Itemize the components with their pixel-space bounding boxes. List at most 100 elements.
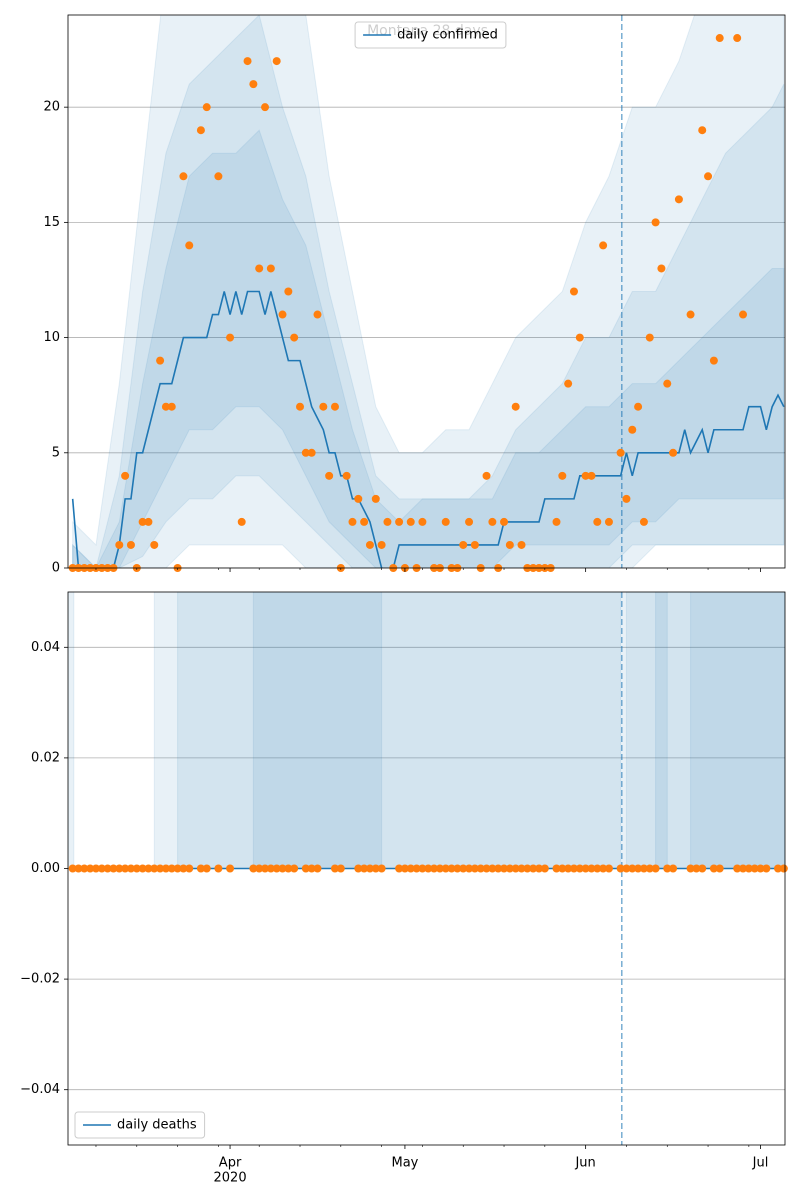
data-point (587, 471, 596, 480)
data-point (97, 864, 106, 873)
data-point (756, 864, 765, 873)
y-tick-label: 10 (43, 330, 60, 345)
data-point (266, 864, 275, 873)
data-point (249, 864, 258, 873)
data-point (535, 864, 544, 873)
data-point (482, 864, 491, 873)
data-point (704, 172, 713, 181)
data-point (91, 864, 100, 873)
data-point (132, 864, 141, 873)
data-point (674, 195, 683, 204)
data-point (243, 57, 252, 66)
data-point (604, 864, 613, 873)
data-point (185, 241, 194, 250)
data-point (459, 540, 468, 549)
data-point (360, 864, 369, 873)
y-tick-label: −0.02 (20, 972, 60, 987)
data-point (226, 333, 235, 342)
legend: daily confirmed (354, 21, 507, 49)
data-point (261, 864, 270, 873)
data-point (622, 864, 631, 873)
data-point (779, 864, 788, 873)
data-point (412, 864, 421, 873)
data-point (692, 864, 701, 873)
data-point (575, 864, 584, 873)
data-point (505, 864, 514, 873)
data-point (395, 517, 404, 526)
data-point (564, 864, 573, 873)
data-point (266, 264, 275, 273)
data-point (686, 310, 695, 319)
data-point (307, 448, 316, 457)
legend-label: daily deaths (117, 1118, 197, 1133)
data-point (319, 402, 328, 411)
data-point (68, 864, 77, 873)
data-point (739, 310, 748, 319)
data-point (639, 864, 648, 873)
x-tick-label: Jul (752, 1156, 769, 1171)
y-tick-label: −0.04 (20, 1082, 60, 1097)
data-point (435, 864, 444, 873)
data-point (138, 517, 147, 526)
data-point (552, 517, 561, 526)
data-point (173, 864, 182, 873)
data-point (540, 864, 549, 873)
data-point (494, 864, 503, 873)
confidence-band (72, 129, 785, 568)
data-point (628, 864, 637, 873)
data-point (645, 864, 654, 873)
data-point (290, 333, 299, 342)
data-point (278, 310, 287, 319)
data-point (587, 864, 596, 873)
data-point (354, 494, 363, 503)
data-point (569, 287, 578, 296)
data-point (651, 218, 660, 227)
data-point (255, 264, 264, 273)
data-point (377, 864, 386, 873)
data-point (698, 864, 707, 873)
data-point (226, 864, 235, 873)
data-point (284, 864, 293, 873)
data-point (371, 494, 380, 503)
data-point (470, 864, 479, 873)
data-point (400, 864, 409, 873)
data-point (639, 517, 648, 526)
data-point (488, 517, 497, 526)
confidence-band (625, 592, 785, 869)
data-point (161, 402, 170, 411)
data-point (762, 864, 771, 873)
confidence-band (72, 15, 785, 568)
data-point (715, 864, 724, 873)
data-point (202, 103, 211, 112)
data-point (214, 172, 223, 181)
data-point (179, 864, 188, 873)
data-point (360, 517, 369, 526)
data-point (255, 864, 264, 873)
x-tick-sublabel: 2020 (214, 1171, 247, 1186)
data-point (330, 402, 339, 411)
confidence-band (690, 592, 785, 869)
data-point (86, 864, 95, 873)
data-point (150, 540, 159, 549)
data-point (663, 864, 672, 873)
data-point (523, 864, 532, 873)
axes-frame (67, 14, 786, 569)
data-point (558, 471, 567, 480)
data-point (126, 864, 135, 873)
data-point (214, 864, 223, 873)
data-point (634, 864, 643, 873)
data-point (138, 864, 147, 873)
data-point (167, 402, 176, 411)
x-tick-label: Apr (219, 1156, 242, 1171)
data-point (109, 864, 118, 873)
data-point (377, 540, 386, 549)
data-point (733, 864, 742, 873)
data-point (500, 517, 509, 526)
data-point (365, 540, 374, 549)
data-point (424, 864, 433, 873)
data-point (80, 864, 89, 873)
data-point (517, 540, 526, 549)
data-point (336, 864, 345, 873)
data-point (365, 864, 374, 873)
data-point (500, 864, 509, 873)
